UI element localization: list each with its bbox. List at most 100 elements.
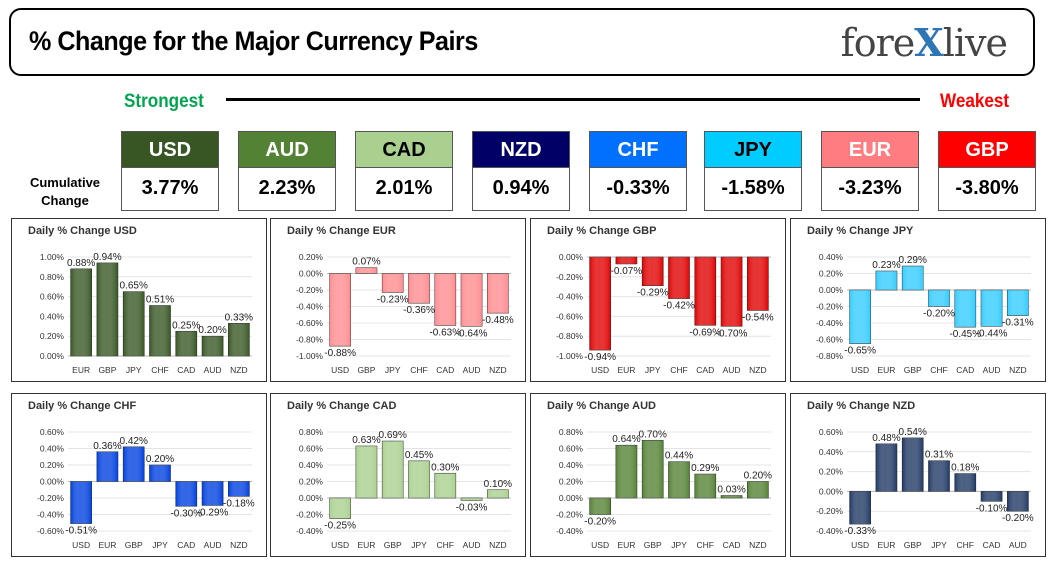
bar-shade	[928, 290, 950, 307]
chart-panel-3: Daily % Change JPY -0.80% -0.60% -0.40% -0.2…	[790, 218, 1046, 382]
bar-shade	[461, 273, 483, 327]
bar-chart: -1.00% -0.80% -0.60% -0.40% -0.20% 0.00% -0.94…	[556, 252, 774, 375]
y-tick-label: 0.40%	[559, 460, 584, 470]
y-tick-label: 0.80%	[40, 272, 65, 282]
cumulative-value: -3.80%	[938, 168, 1036, 211]
cumulative-value: -3.23%	[821, 168, 919, 211]
y-tick-label: -0.20%	[816, 506, 843, 516]
bar-shade	[981, 290, 1003, 327]
y-tick-label: 0.20%	[559, 477, 584, 487]
bar-shade	[615, 257, 637, 264]
y-tick-label: 0.20%	[40, 331, 65, 341]
data-label: 0.10%	[484, 479, 512, 490]
x-tick-label: CAD	[177, 365, 195, 375]
x-tick-label: CAD	[956, 365, 974, 375]
data-label: 0.25%	[172, 320, 200, 331]
data-label: -0.29%	[197, 507, 229, 518]
y-tick-label: 0.80%	[299, 427, 324, 437]
bar-shade	[589, 498, 611, 515]
currency-code: GBP	[938, 131, 1036, 168]
x-tick-label: AUD	[463, 365, 481, 375]
x-tick-label: USD	[331, 540, 349, 550]
bar-shade	[329, 273, 351, 347]
bar-shade	[849, 290, 871, 344]
x-tick-label: CHF	[437, 540, 454, 550]
bar-shade	[981, 491, 1003, 502]
x-tick-label: AUD	[983, 365, 1001, 375]
data-label: 0.63%	[352, 435, 380, 446]
x-tick-label: EUR	[72, 365, 90, 375]
data-label: 0.07%	[352, 257, 380, 268]
data-label: 0.36%	[93, 441, 121, 452]
bar-shade	[175, 481, 197, 507]
data-label: -0.69%	[689, 327, 721, 338]
y-tick-label: 0.40%	[819, 447, 844, 457]
cumulative-value: 3.77%	[121, 168, 219, 211]
x-tick-label: JPY	[411, 540, 427, 550]
y-tick-label: -0.40%	[296, 526, 323, 536]
x-tick-label: EUR	[877, 540, 895, 550]
x-tick-label: EUR	[98, 540, 116, 550]
y-tick-label: 0.20%	[299, 252, 324, 262]
x-tick-label: EUR	[877, 365, 895, 375]
y-tick-label: 0.20%	[40, 460, 65, 470]
bar-shade	[228, 481, 250, 497]
bar-shade	[954, 290, 976, 328]
y-tick-label: -1.00%	[556, 351, 583, 361]
x-tick-label: AUD	[204, 540, 222, 550]
y-tick-label: -0.40%	[296, 302, 323, 312]
data-label: -0.54%	[742, 312, 774, 323]
data-label: 0.23%	[872, 260, 900, 271]
y-tick-label: 0.00%	[819, 285, 844, 295]
y-tick-label: 0.00%	[40, 477, 65, 487]
x-tick-label: GBP	[384, 540, 402, 550]
y-tick-label: 0.60%	[40, 427, 65, 437]
data-label: -0.20%	[923, 309, 955, 320]
chart-panel-5: Daily % Change CAD -0.40% -0.20% 0.00% 0.20%…	[270, 393, 526, 557]
data-label: 0.29%	[899, 255, 927, 266]
currency-box-cad: CAD 2.01%	[355, 131, 453, 211]
bar-shade	[642, 440, 664, 498]
bar-shade	[615, 445, 637, 498]
x-tick-label: EUR	[357, 540, 375, 550]
currency-code: USD	[121, 131, 219, 168]
currency-code: CHF	[589, 131, 687, 168]
x-tick-label: EUR	[617, 365, 635, 375]
y-tick-label: -0.20%	[556, 272, 583, 282]
x-tick-label: JPY	[126, 365, 142, 375]
bar-shade	[175, 331, 197, 356]
bar-shade	[70, 268, 92, 356]
x-tick-label: GBP	[904, 365, 922, 375]
data-label: -0.25%	[324, 521, 356, 532]
x-tick-label: USD	[72, 540, 90, 550]
x-tick-label: NZD	[1009, 365, 1026, 375]
forexlive-logo: foreXlive	[841, 20, 1008, 65]
data-label: -0.45%	[949, 329, 981, 340]
data-label: 0.48%	[872, 433, 900, 444]
bar-shade	[747, 257, 769, 311]
bar-shade	[355, 267, 377, 274]
x-tick-label: NZD	[230, 540, 247, 550]
data-label: 0.31%	[925, 450, 953, 461]
cumulative-value: -0.33%	[589, 168, 687, 211]
x-tick-label: NZD	[230, 365, 247, 375]
data-label: 0.29%	[691, 463, 719, 474]
data-label: 0.88%	[67, 258, 95, 269]
y-tick-label: 0.60%	[40, 292, 65, 302]
bar-shade	[1007, 290, 1029, 316]
y-tick-label: -0.60%	[816, 335, 843, 345]
cumulative-change-label: Cumulative Change	[22, 174, 108, 210]
chart-panel-2: Daily % Change GBP -1.00% -0.80% -0.60% -0.4…	[530, 218, 786, 382]
x-tick-label: GBP	[98, 365, 116, 375]
y-tick-label: 0.40%	[299, 460, 324, 470]
bar-chart: -0.60% -0.40% -0.20% 0.00% 0.20% 0.40% 0.60% -0…	[37, 427, 255, 550]
y-tick-label: -0.20%	[296, 510, 323, 520]
y-tick-label: -0.80%	[296, 335, 323, 345]
bar-shade	[668, 257, 690, 299]
x-tick-label: GBP	[904, 540, 922, 550]
y-tick-label: -0.20%	[556, 510, 583, 520]
bar-shade	[434, 473, 456, 498]
bar-chart: 0.00% 0.20% 0.40% 0.60% 0.80% 1.00%0.88% EUR 0.…	[40, 252, 253, 375]
y-tick-label: 0.00%	[559, 493, 584, 503]
data-label: -0.48%	[482, 315, 514, 326]
